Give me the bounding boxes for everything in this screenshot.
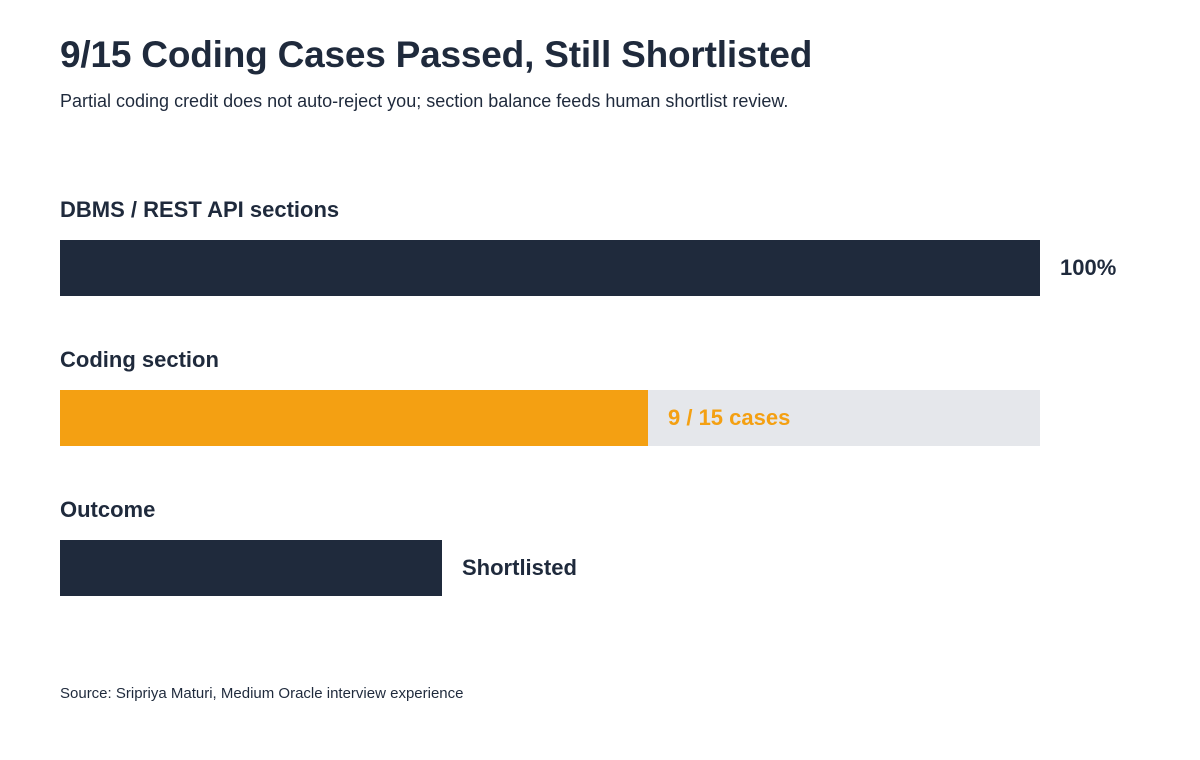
bar-row xyxy=(60,540,442,596)
bar-row xyxy=(60,240,1040,296)
bar-category-label: DBMS / REST API sections xyxy=(60,197,340,222)
bar-category-label: Coding section xyxy=(60,347,219,372)
bar xyxy=(60,540,442,596)
chart-subtitle: Partial coding credit does not auto-reje… xyxy=(60,91,789,111)
bar-track xyxy=(60,390,1040,446)
bar-value-label: 100% xyxy=(1060,255,1117,280)
bar-value-label: 9 / 15 cases xyxy=(668,405,791,430)
bar-category-label: Outcome xyxy=(60,497,156,522)
bar xyxy=(60,240,1040,296)
bar-value-label: Shortlisted xyxy=(462,555,577,580)
bar xyxy=(60,390,648,446)
chart-title: 9/15 Coding Cases Passed, Still Shortlis… xyxy=(60,34,813,75)
chart-source: Source: Sripriya Maturi, Medium Oracle i… xyxy=(60,685,464,702)
